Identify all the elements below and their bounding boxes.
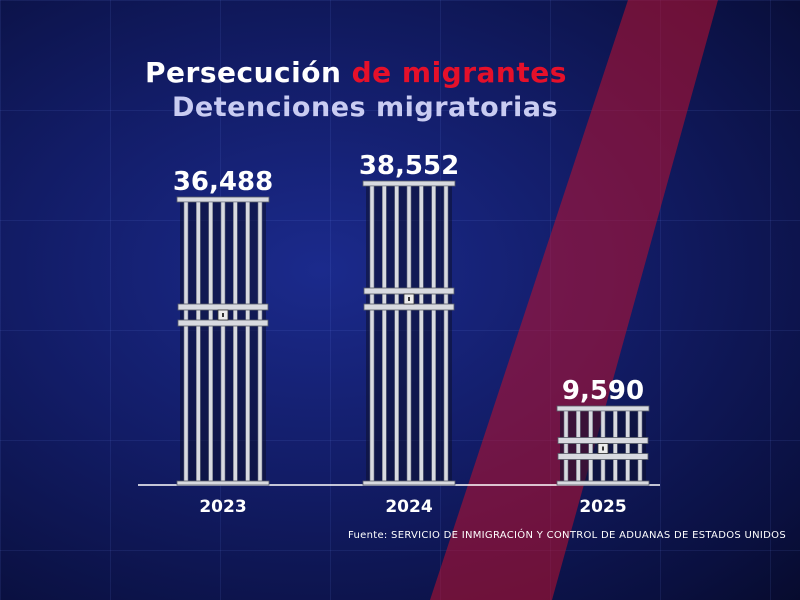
title-part-1: Persecución: [145, 56, 342, 89]
value-label: 9,590: [562, 376, 644, 406]
category-label: 2023: [199, 497, 246, 517]
category-label: 2025: [579, 497, 626, 517]
source-note: Fuente: SERVICIO DE INMIGRACIÓN Y CONTRO…: [348, 530, 786, 541]
chart-subtitle: Detenciones migratorias: [172, 92, 559, 123]
bar-2023: [176, 196, 270, 486]
bar-2024: [362, 180, 456, 486]
category-label: 2024: [385, 497, 432, 517]
chart-title: Persecución de migrantes: [145, 56, 567, 89]
bar-2025: [556, 405, 650, 486]
value-label: 38,552: [359, 151, 459, 181]
value-label: 36,488: [173, 167, 273, 197]
title-part-2: de migrantes: [351, 56, 567, 89]
